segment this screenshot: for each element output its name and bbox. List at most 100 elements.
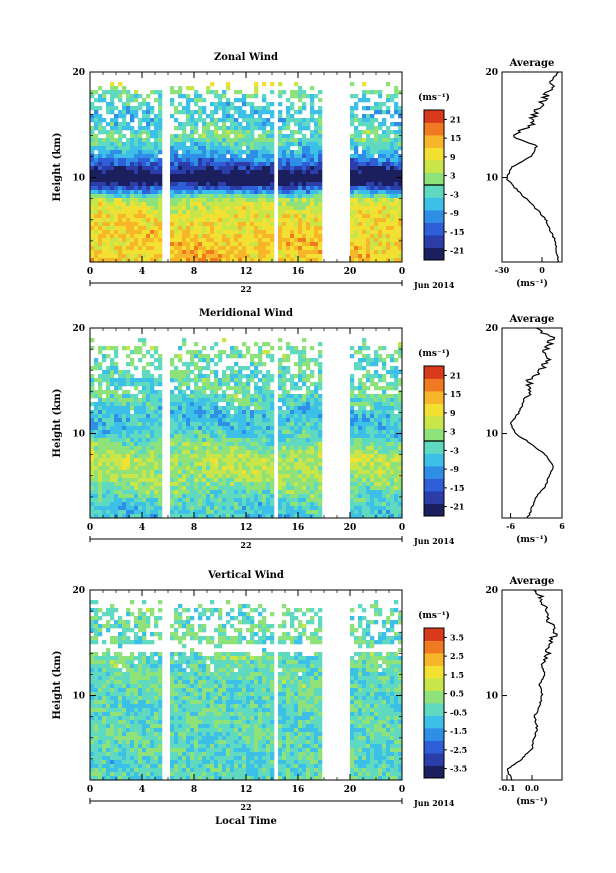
heatmap-cell [270,234,275,239]
heatmap-cell [298,126,303,131]
heatmap-cell [294,394,299,399]
heatmap-cell [142,474,147,479]
heatmap-cell [138,486,143,491]
heatmap-cell [382,258,387,263]
heatmap-cell [186,246,191,251]
heatmap-cells [90,338,403,519]
heatmap-cell [286,186,291,191]
heatmap-cell [278,378,283,383]
heatmap-cell [206,430,211,435]
heatmap-cell [394,158,399,163]
heatmap-cell [290,190,295,195]
heatmap-cell [206,490,211,495]
heatmap-cell [258,122,263,127]
heatmap-cell [254,402,259,407]
heatmap-cell [214,462,219,467]
heatmap-cell [126,390,131,395]
heatmap-cell [194,482,199,487]
heatmap-cell [90,466,95,471]
heatmap-cell [154,422,159,427]
heatmap-cell [126,434,131,439]
heatmap-cell [258,222,263,227]
heatmap-cell [174,514,179,519]
heatmap-cell [394,134,399,139]
heatmap-cell [294,418,299,423]
heatmap-cell [222,430,227,435]
heatmap-cell [142,426,147,431]
heatmap-cell [286,110,291,115]
heatmap-cell [282,454,287,459]
heatmap-cell [170,214,175,219]
heatmap-cell [130,254,135,259]
heatmap-cell [310,226,315,231]
heatmap-cell [110,502,115,507]
heatmap-cell [398,234,403,239]
heatmap-cell [226,238,231,243]
heatmap-cell [310,210,315,215]
heatmap-cell [278,246,283,251]
heatmap-cell [102,158,107,163]
heatmap-cell [234,170,239,175]
heatmap-cell [254,90,259,95]
heatmap-cell [150,458,155,463]
heatmap-cell [238,106,243,111]
heatmap-cell [150,210,155,215]
heatmap-cell [306,194,311,199]
heatmap-cell [174,478,179,483]
heatmap-cell [362,122,367,127]
heatmap-cell [102,198,107,203]
heatmap-cell [318,506,323,511]
heatmap-cell [234,146,239,151]
heatmap-cell [98,138,103,143]
heatmap-cell [350,222,355,227]
heatmap-cell [246,162,251,167]
heatmap-cell [198,258,203,263]
heatmap-cell [382,202,387,207]
heatmap-cell [202,410,207,415]
heatmap-cell [306,166,311,171]
heatmap-cell [298,254,303,259]
heatmap-cell [110,218,115,223]
heatmap-cell [178,210,183,215]
heatmap-cell [182,442,187,447]
heatmap-cell [366,154,371,159]
heatmap-cell [318,370,323,375]
heatmap-cell [150,378,155,383]
heatmap-cell [170,186,175,191]
heatmap-cell [190,134,195,139]
heatmap-cell [126,106,131,111]
heatmap-cell [194,366,199,371]
heatmap-cell [194,342,199,347]
heatmap-cell [266,474,271,479]
heatmap-cell [122,134,127,139]
heatmap-cell [266,258,271,263]
heatmap-cell [350,498,355,503]
heatmap-cell [146,490,151,495]
heatmap-cell [118,486,123,491]
heatmap-cell [302,422,307,427]
heatmap-cell [122,254,127,259]
heatmap-cell [258,146,263,151]
heatmap-cell [170,150,175,155]
heatmap-cell [178,218,183,223]
heatmap-cell [154,210,159,215]
heatmap-cell [254,446,259,451]
heatmap-cell [306,438,311,443]
heatmap-cell [246,494,251,499]
heatmap-cell [302,238,307,243]
heatmap-cell [106,442,111,447]
heatmap-cell [174,406,179,411]
heatmap-cell [94,390,99,395]
heatmap-cell [98,150,103,155]
heatmap-cell [158,390,163,395]
heatmap-cell [94,254,99,259]
heatmap-cell [110,186,115,191]
heatmap-cell [150,250,155,255]
heatmap-cell [198,410,203,415]
heatmap-cell [106,438,111,443]
heatmap-cell [182,506,187,511]
heatmap-cell [310,162,315,167]
heatmap-cell [302,258,307,263]
heatmap-cell [94,410,99,415]
heatmap-cell [390,218,395,223]
